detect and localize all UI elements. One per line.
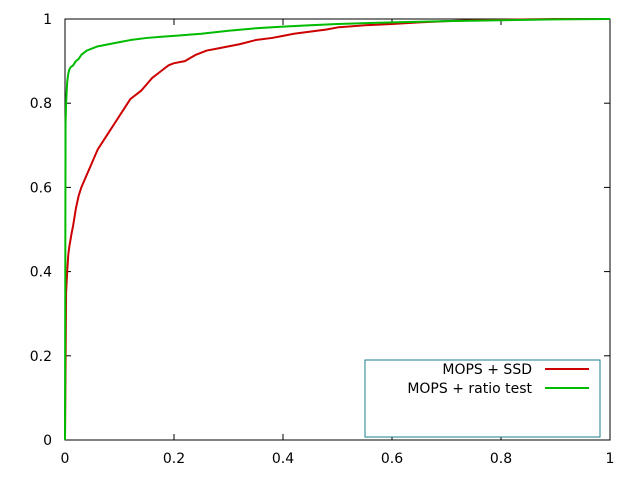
y-tick-label: 0.4	[30, 265, 52, 281]
axis-tick-labels: 0 0.2 0.4 0.6 0.8 1 0 0.2 0.4 0.6 0.8 1	[30, 12, 615, 467]
legend-label-ratio: MOPS + ratio test	[407, 381, 532, 397]
x-tick-label: 0.6	[381, 451, 403, 467]
y-tick-label: 0	[43, 433, 52, 449]
y-tick-label: 0.2	[30, 349, 52, 365]
series-line-ratio-test	[64, 18, 611, 441]
legend-label-ssd: MOPS + SSD	[442, 362, 532, 378]
y-tick-label: 1	[43, 12, 52, 28]
x-tick-label: 0.2	[163, 451, 185, 467]
series-line-ssd	[64, 18, 610, 441]
legend-box	[364, 359, 601, 438]
series-layer	[64, 18, 611, 441]
x-tick-label: 0.8	[490, 451, 512, 467]
y-tick-label: 0.6	[30, 180, 52, 196]
x-tick-label: 0	[61, 451, 70, 467]
legend: MOPS + SSD MOPS + ratio test	[364, 359, 601, 438]
x-tick-label: 1	[606, 451, 615, 467]
x-tick-label: 0.4	[272, 451, 294, 467]
y-tick-label: 0.8	[30, 96, 52, 112]
